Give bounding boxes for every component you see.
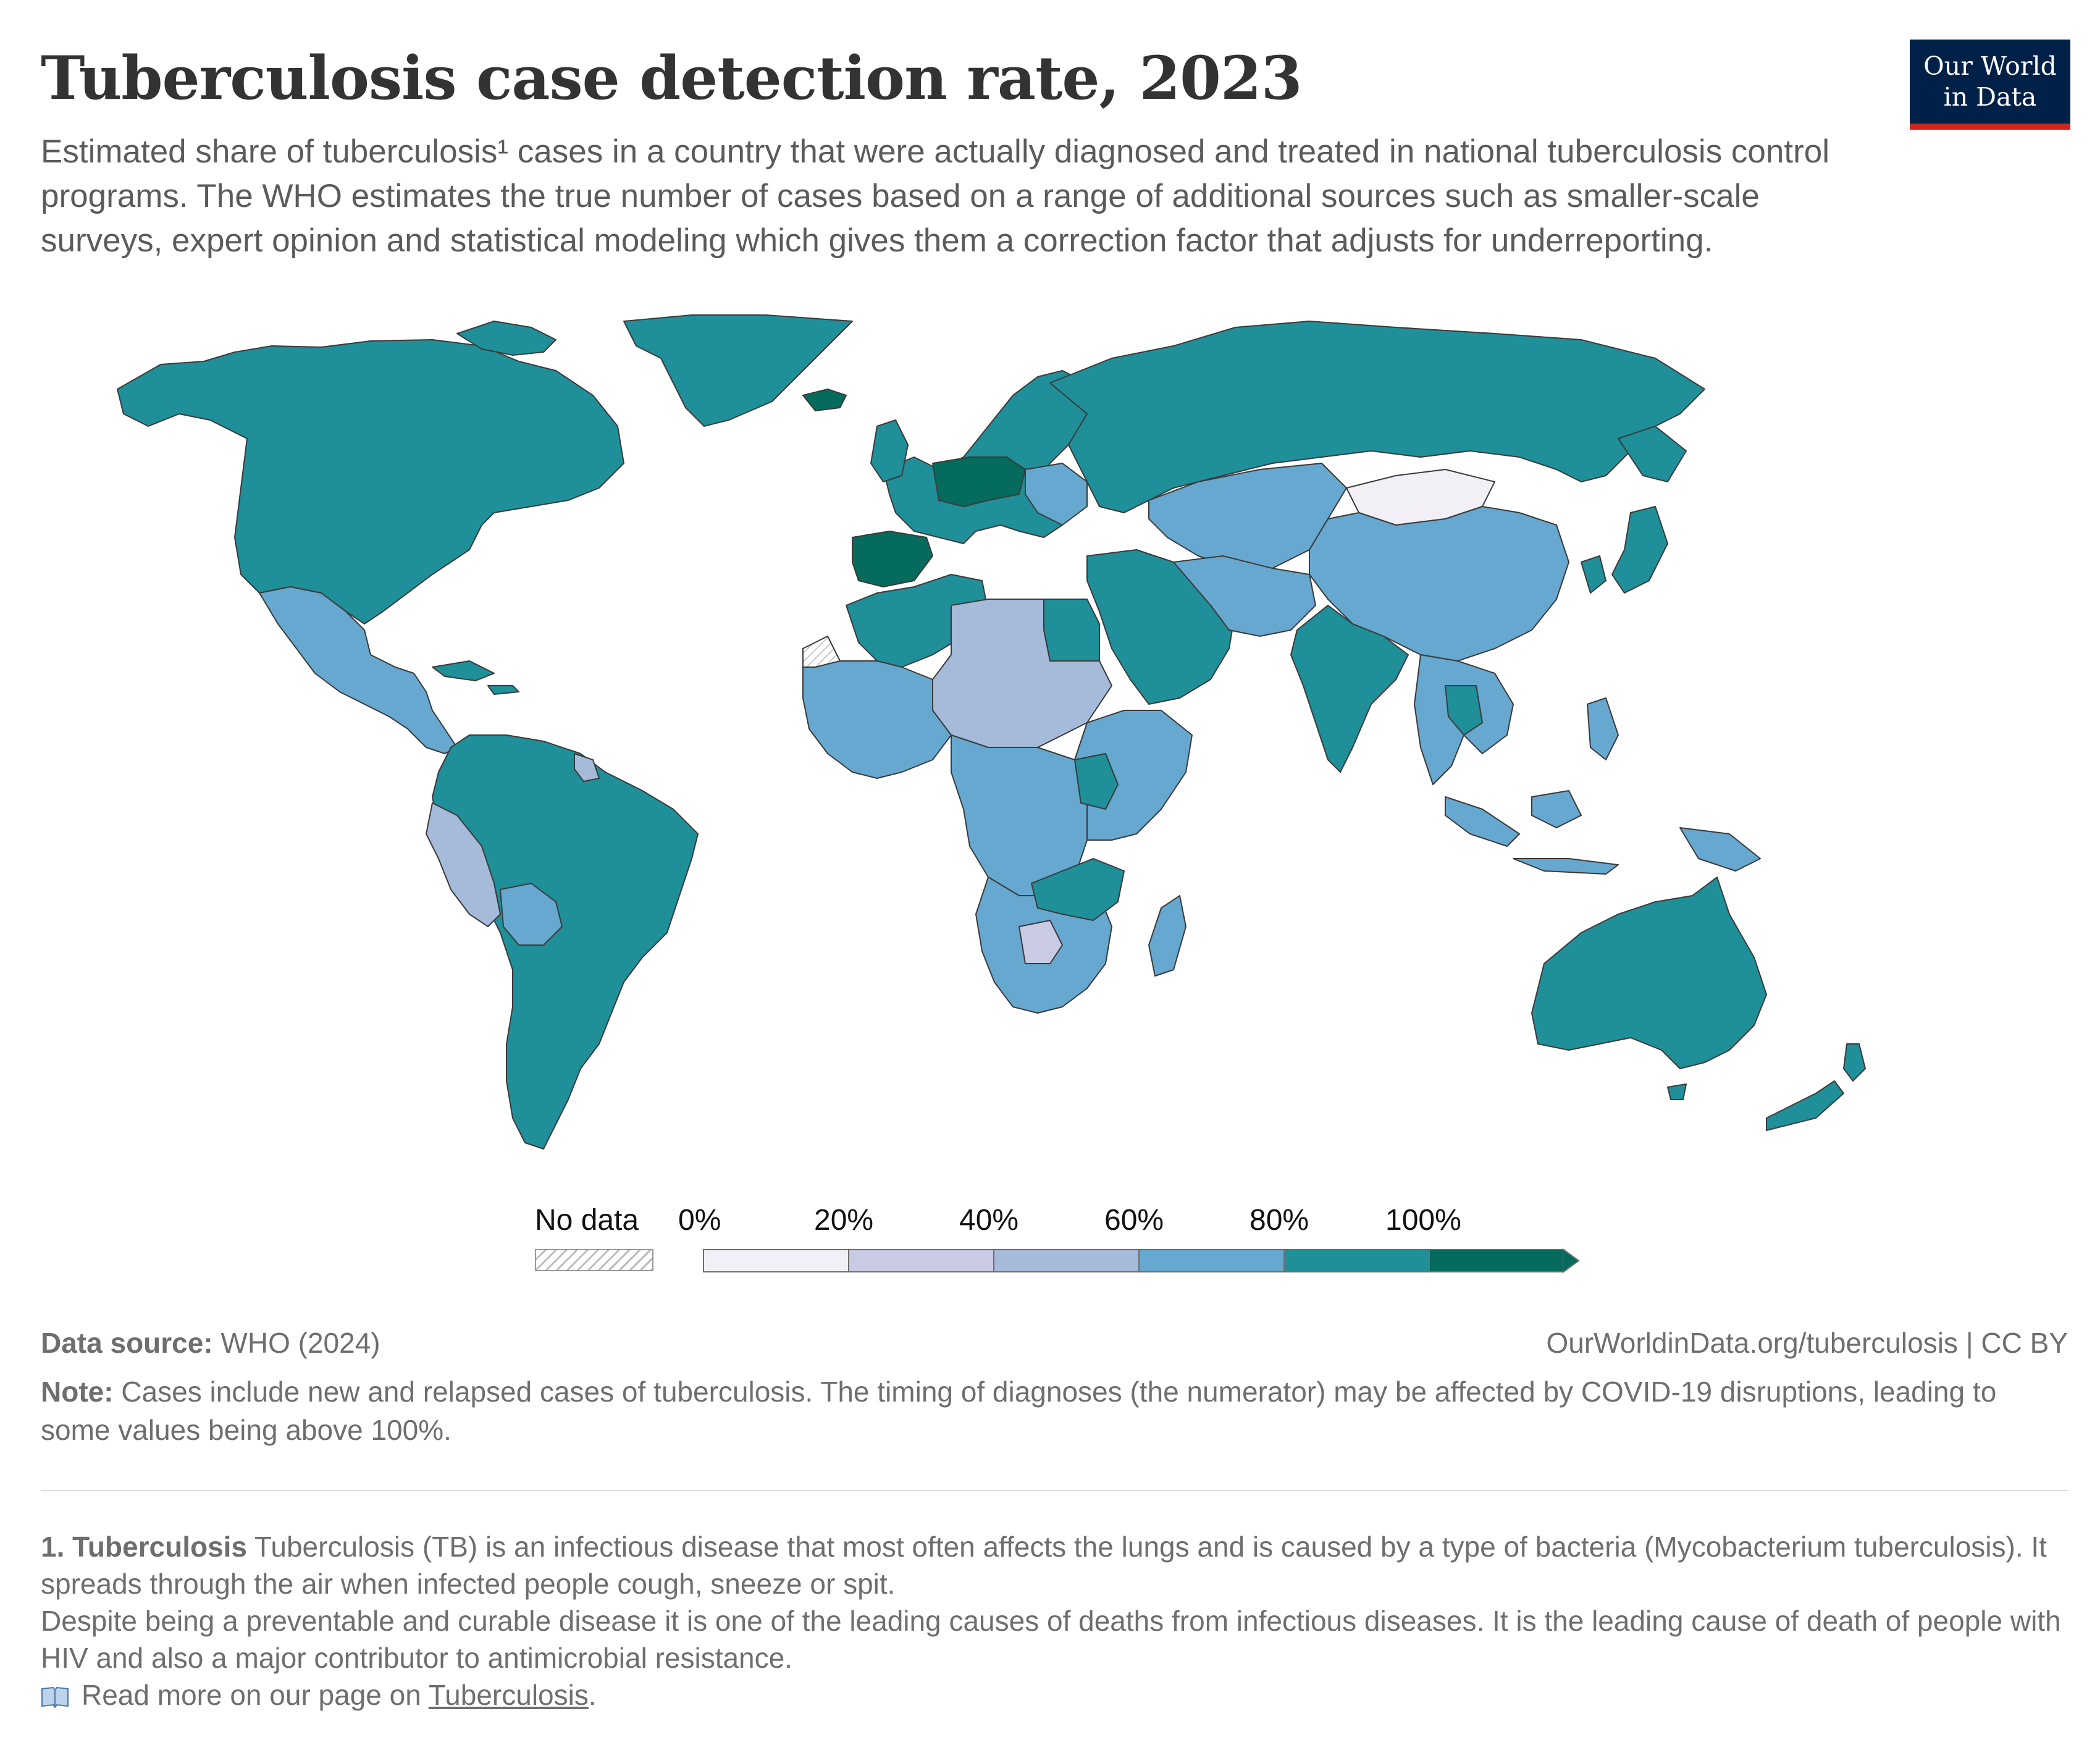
chart-note: Note: Cases include new and relapsed cas… [41, 1373, 2017, 1449]
region-botswana[interactable] [1018, 920, 1063, 964]
region-western-sahara[interactable] [802, 636, 841, 668]
legend-tick-label: 0% [678, 1204, 721, 1237]
region-greenland[interactable] [623, 314, 853, 427]
region-indonesia[interactable] [1445, 796, 1520, 847]
region-australia[interactable] [1531, 877, 1767, 1069]
book-icon [41, 1686, 69, 1709]
region-egypt[interactable] [1043, 599, 1100, 662]
world-map[interactable] [0, 303, 2100, 1180]
region-india[interactable] [1290, 605, 1409, 773]
region-peru[interactable] [426, 802, 501, 927]
region-japan-korea[interactable] [1581, 555, 1606, 594]
region-caribbean[interactable] [432, 660, 495, 681]
logo-line-1: Our World [1923, 51, 2057, 81]
chart-subtitle: Estimated share of tuberculosis¹ cases i… [41, 133, 1830, 259]
region-madagascar[interactable] [1148, 895, 1186, 977]
world-map-svg [117, 314, 1866, 1150]
footer-divider [41, 1490, 2068, 1491]
legend-arrow-icon [1563, 1248, 1580, 1274]
region-caribbean[interactable] [487, 685, 519, 695]
tuberculosis-page-link[interactable]: Tuberculosis [428, 1679, 589, 1711]
logo-line-2: in Data [1943, 82, 2037, 112]
region-tasmania[interactable] [1667, 1083, 1687, 1100]
legend-bin-80-100[interactable] [1283, 1249, 1429, 1272]
region-indonesia[interactable] [1531, 790, 1582, 828]
note-text: Cases include new and relapsed cases of … [41, 1376, 1997, 1446]
source-label: Data source: [41, 1327, 213, 1359]
region-iceland[interactable] [802, 389, 847, 411]
footnote: 1. Tuberculosis Tuberculosis (TB) is an … [41, 1528, 2073, 1713]
footnote-paragraph-1: 1. Tuberculosis Tuberculosis (TB) is an … [41, 1528, 2073, 1602]
footnote-text-1: Tuberculosis (TB) is an infectious disea… [41, 1531, 2047, 1600]
read-more: Read more on our page on Tuberculosis. [41, 1676, 2073, 1713]
data-source: Data source: WHO (2024) [41, 1326, 380, 1360]
legend-tick-label: 20% [814, 1204, 874, 1237]
source-value: WHO (2024) [212, 1327, 380, 1359]
region-philippines[interactable] [1587, 697, 1619, 760]
legend-tick-label: 60% [1104, 1204, 1164, 1237]
legend-bin-0-20[interactable] [703, 1249, 848, 1272]
read-more-prefix: Read more on our page on [82, 1679, 429, 1711]
region-japan-korea[interactable] [1611, 506, 1668, 594]
region-new-zealand[interactable] [1766, 1080, 1844, 1131]
footnote-text-2: Despite being a preventable and curable … [41, 1605, 2061, 1674]
region-uk-ireland[interactable] [870, 419, 909, 482]
region-north-america[interactable] [456, 321, 556, 356]
region-new-zealand[interactable] [1843, 1043, 1866, 1082]
region-guianas[interactable] [574, 753, 600, 782]
region-south-america[interactable] [432, 734, 699, 1150]
legend-bin-over-100[interactable] [1429, 1249, 1564, 1272]
legend-tick-label: 100% [1385, 1204, 1461, 1237]
read-more-suffix: . [588, 1679, 597, 1711]
region-mexico-central-america[interactable] [259, 586, 458, 754]
legend-tick-label: 80% [1250, 1204, 1309, 1237]
region-west-africa[interactable] [802, 660, 952, 779]
legend-tick-label: 40% [959, 1204, 1019, 1237]
source-url-link[interactable]: OurWorldinData.org/tuberculosis | CC BY [1546, 1327, 2068, 1359]
legend-bin-40-60[interactable] [993, 1249, 1138, 1272]
region-russia[interactable] [1049, 321, 1705, 513]
legend-bin-60-80[interactable] [1138, 1249, 1283, 1272]
footnote-label: 1. Tuberculosis [41, 1531, 248, 1563]
legend-bin-20-40[interactable] [848, 1249, 993, 1272]
region-iran-afghanistan[interactable] [1173, 555, 1316, 637]
region-bolivia[interactable] [500, 883, 563, 946]
chart-title: Tuberculosis case detection rate, 2023 [41, 43, 1303, 113]
region-north-america[interactable] [117, 339, 624, 624]
region-mozambique-zambia[interactable] [1031, 858, 1125, 921]
region-thailand[interactable] [1445, 685, 1483, 736]
note-label: Note: [41, 1376, 114, 1408]
region-eastern-europe[interactable] [1025, 463, 1088, 526]
owid-logo[interactable]: Our World in Data [1910, 40, 2070, 130]
region-germany-poland[interactable] [932, 456, 1026, 507]
legend-no-data-label: No data [535, 1204, 639, 1237]
region-spain[interactable] [852, 531, 933, 587]
region-indonesia[interactable] [1513, 858, 1619, 875]
legend-no-data-swatch[interactable] [535, 1249, 653, 1271]
region-png[interactable] [1679, 827, 1761, 872]
region-russia[interactable] [1618, 426, 1687, 482]
region-uganda-kenya[interactable] [1074, 753, 1119, 810]
